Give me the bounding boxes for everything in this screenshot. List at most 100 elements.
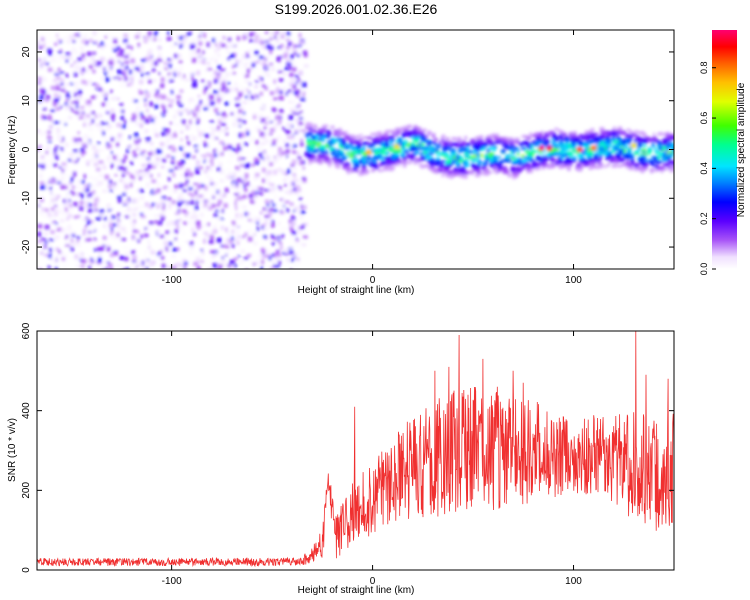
heatmap-cell	[145, 72, 150, 75]
heatmap-cell	[117, 147, 121, 152]
heatmap-cell	[476, 156, 481, 159]
heatmap-cell	[116, 62, 121, 67]
heatmap-cell	[422, 136, 426, 140]
heatmap-cell	[198, 194, 203, 198]
heatmap-cell	[55, 85, 60, 91]
heatmap-cell	[295, 260, 300, 266]
heatmap-cell	[136, 105, 141, 110]
heatmap-cell	[246, 224, 252, 230]
heatmap-cell	[81, 53, 85, 58]
heatmap-cell	[558, 166, 563, 170]
heatmap-cell	[244, 163, 250, 168]
heatmap-cell	[291, 230, 297, 235]
heatmap-cell	[278, 78, 284, 82]
heatmap-cell	[633, 140, 636, 144]
heatmap-cell	[564, 144, 569, 148]
heatmap-cell	[209, 120, 215, 123]
heatmap-cell	[185, 266, 189, 269]
heatmap-cell	[93, 51, 96, 55]
heatmap-cell	[226, 245, 229, 249]
heatmap-cell	[402, 126, 407, 129]
heatmap-cell	[600, 145, 603, 150]
heatmap-cell	[301, 243, 307, 246]
heatmap-cell	[314, 141, 320, 144]
heatmap-cell	[65, 240, 69, 244]
heatmap-cell	[266, 265, 270, 269]
heatmap-cell	[82, 218, 88, 221]
heatmap-cell	[573, 137, 578, 140]
heatmap-cell	[159, 250, 163, 254]
heatmap-cell	[168, 246, 171, 250]
heatmap-cell	[295, 118, 299, 123]
heatmap-cell	[71, 185, 75, 190]
heatmap-cell	[258, 36, 262, 42]
heatmap-cell	[384, 151, 388, 156]
heatmap-cell	[558, 158, 562, 162]
heatmap-cell	[125, 69, 129, 73]
heatmap-cell	[59, 49, 63, 52]
heatmap-cell	[297, 59, 300, 64]
heatmap-cell	[246, 254, 252, 257]
heatmap-cell	[482, 147, 487, 150]
heatmap-cell	[162, 154, 167, 158]
heatmap-cell	[68, 233, 72, 238]
heatmap-cell	[267, 182, 272, 185]
heatmap-cell	[265, 155, 270, 159]
heatmap-cell	[452, 157, 455, 161]
heatmap-cell	[148, 79, 152, 84]
heatmap-cell	[112, 230, 118, 234]
heatmap-cell	[529, 156, 533, 159]
heatmap-cell	[177, 100, 181, 105]
heatmap-cell	[73, 61, 77, 64]
heatmap-cell	[326, 143, 330, 148]
heatmap-cell	[47, 140, 52, 143]
heatmap-cell	[155, 161, 159, 165]
heatmap-cell	[97, 203, 101, 209]
heatmap-cell	[92, 145, 96, 150]
heatmap-cell	[59, 30, 64, 35]
heatmap-cell	[260, 156, 264, 159]
heatmap-cell	[518, 169, 522, 173]
heatmap-cell	[255, 172, 260, 177]
heatmap-cell	[464, 154, 468, 157]
heatmap-cell	[620, 140, 624, 143]
heatmap-cell	[178, 162, 183, 167]
heatmap-cell	[138, 138, 141, 143]
heatmap-cell	[91, 51, 95, 55]
heatmap-cell	[37, 41, 40, 46]
heatmap-cell	[164, 186, 168, 189]
heatmap-cell	[517, 163, 522, 166]
heatmap-cell	[517, 149, 520, 153]
heatmap-cell	[554, 151, 559, 156]
heatmap-cell	[271, 213, 277, 218]
heatmap-cell	[37, 240, 40, 244]
heatmap-cell	[193, 182, 198, 186]
heatmap-cell	[429, 148, 433, 152]
heatmap-cell	[283, 178, 287, 182]
heatmap-cell	[313, 129, 317, 133]
heatmap-cell	[631, 167, 634, 170]
heatmap-cell	[641, 151, 646, 154]
heatmap-cell	[477, 135, 482, 139]
heatmap-cell	[325, 159, 329, 163]
heatmap-cell	[135, 153, 138, 158]
heatmap-cell	[347, 150, 351, 154]
heatmap-cell	[437, 162, 442, 166]
heatmap-cell	[379, 169, 382, 172]
heatmap-cell	[140, 112, 143, 117]
heatmap-cell	[281, 234, 284, 239]
colorbar-tick-label: 0.6	[699, 112, 709, 125]
heatmap-cell	[475, 144, 480, 148]
heatmap-cell	[462, 166, 466, 170]
heatmap-cell	[89, 64, 93, 69]
heatmap-cell	[94, 237, 97, 241]
heatmap-cell	[179, 265, 182, 269]
heatmap-cell	[178, 60, 183, 64]
heatmap-cell	[212, 193, 216, 198]
heatmap-cell	[189, 172, 194, 177]
heatmap-cell	[260, 59, 265, 64]
heatmap-cell	[187, 192, 192, 195]
heatmap-cell	[621, 131, 626, 135]
heatmap-cell	[237, 255, 241, 258]
heatmap-cell	[344, 135, 348, 139]
